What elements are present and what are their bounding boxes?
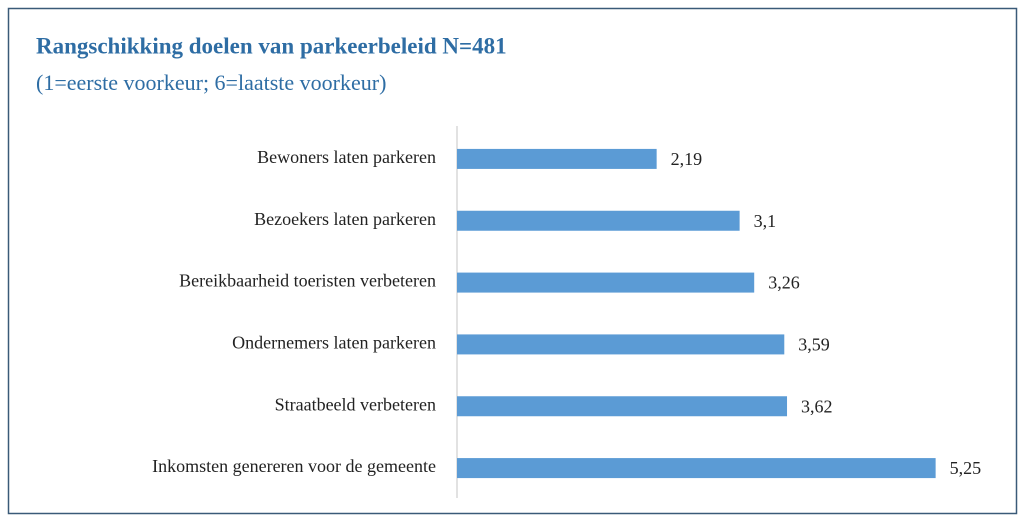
value-label: 3,26 <box>768 273 800 293</box>
bar <box>457 148 657 169</box>
value-label: 3,59 <box>798 335 830 355</box>
bar <box>457 272 755 293</box>
y-tick-label: Bereikbaarheid toeristen verbeteren <box>179 271 436 291</box>
chart-subtitle: (1=eerste voorkeur; 6=laatste voorkeur) <box>36 70 386 95</box>
chart-frame <box>7 7 1018 515</box>
value-label: 3,62 <box>801 396 833 416</box>
value-label: 5,25 <box>950 458 982 478</box>
y-tick-label: Bewoners laten parkeren <box>257 147 436 167</box>
chart-title: Rangschikking doelen van parkeerbeleid N… <box>36 33 507 58</box>
bar <box>457 334 785 355</box>
value-label: 3,1 <box>754 211 777 231</box>
y-tick-label: Bezoekers laten parkeren <box>254 209 436 229</box>
bar <box>457 210 740 231</box>
y-tick-label: Straatbeeld verbeteren <box>275 394 436 414</box>
bar <box>457 458 936 479</box>
y-tick-label: Inkomsten genereren voor de gemeente <box>152 456 436 476</box>
value-label: 2,19 <box>671 149 703 169</box>
y-tick-label: Ondernemers laten parkeren <box>232 333 436 353</box>
bar <box>457 396 788 417</box>
